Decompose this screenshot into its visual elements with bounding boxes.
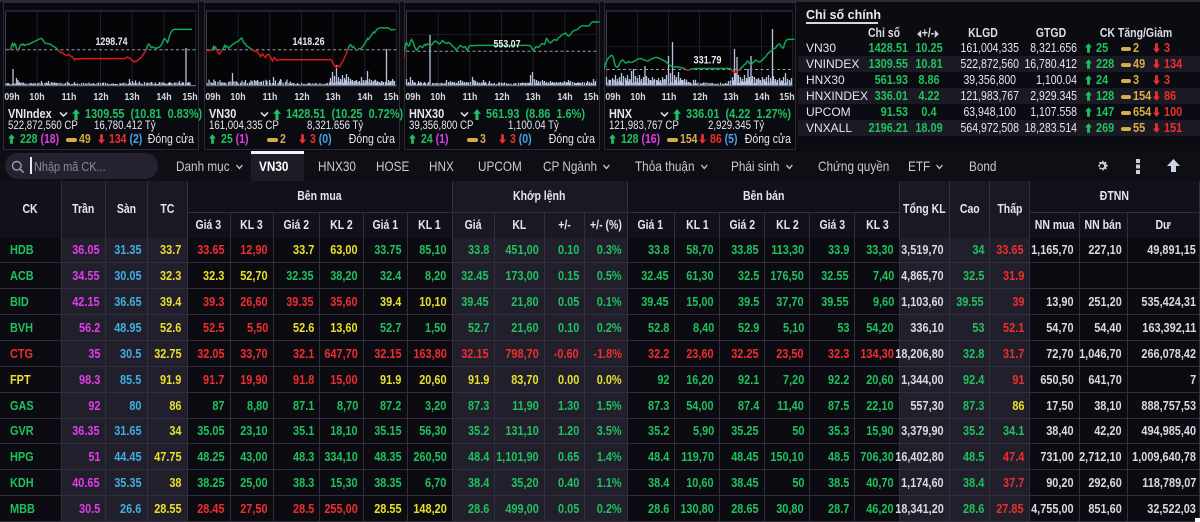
svg-text:1298.74: 1298.74: [96, 36, 129, 48]
svg-text:331.79: 331.79: [694, 55, 722, 67]
svg-text:1418.26: 1418.26: [293, 36, 325, 48]
svg-text:553.07: 553.07: [494, 39, 521, 51]
